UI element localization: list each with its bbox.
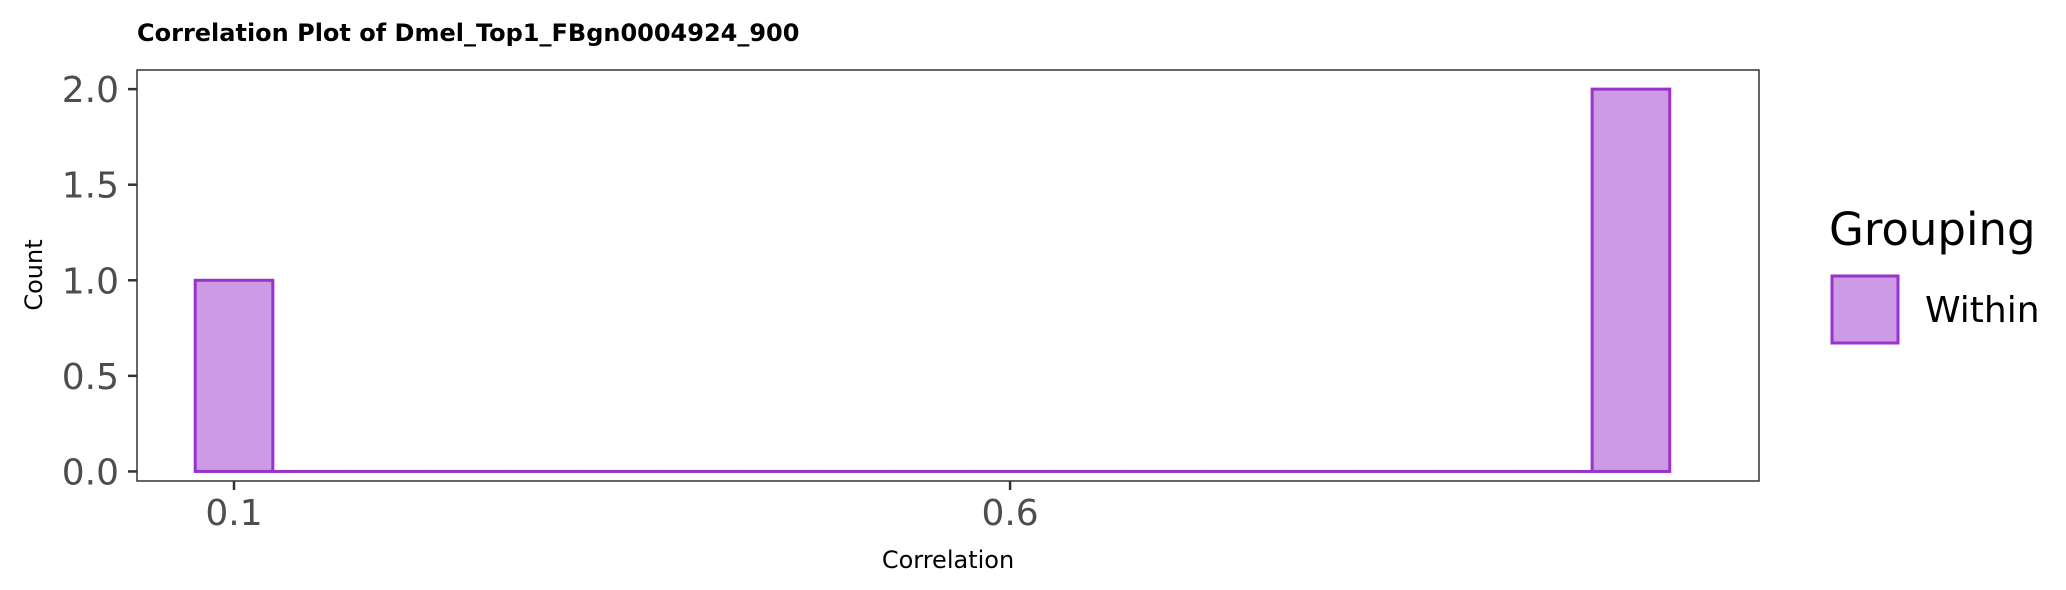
legend-label-within: Within [1925, 290, 2040, 331]
histogram-bar [1590, 87, 1672, 473]
x-axis: 0.1 0.6 [205, 481, 1039, 534]
legend-key-within [1830, 274, 1900, 345]
y-tick-label: 1.0 [62, 261, 119, 302]
y-tick-label: 1.5 [62, 166, 119, 207]
y-tick-label: 0.5 [62, 357, 119, 398]
y-tick-label: 2.0 [62, 70, 119, 111]
x-axis-title: Correlation [882, 546, 1014, 574]
y-axis-title: Count [20, 239, 48, 310]
histogram-bar [193, 278, 275, 473]
chart-title: Correlation Plot of Dmel_Top1_FBgn000492… [137, 19, 799, 47]
y-axis: 0.0 0.5 1.0 1.5 2.0 [62, 70, 137, 493]
x-tick-label: 0.1 [205, 493, 262, 534]
legend-title: Grouping [1829, 203, 2036, 256]
plot-panel-border [136, 69, 1760, 482]
bars-layer [193, 87, 1672, 473]
x-tick-label: 0.6 [981, 493, 1038, 534]
legend: Grouping Within [1829, 203, 2040, 345]
y-tick-label: 0.0 [62, 452, 119, 493]
